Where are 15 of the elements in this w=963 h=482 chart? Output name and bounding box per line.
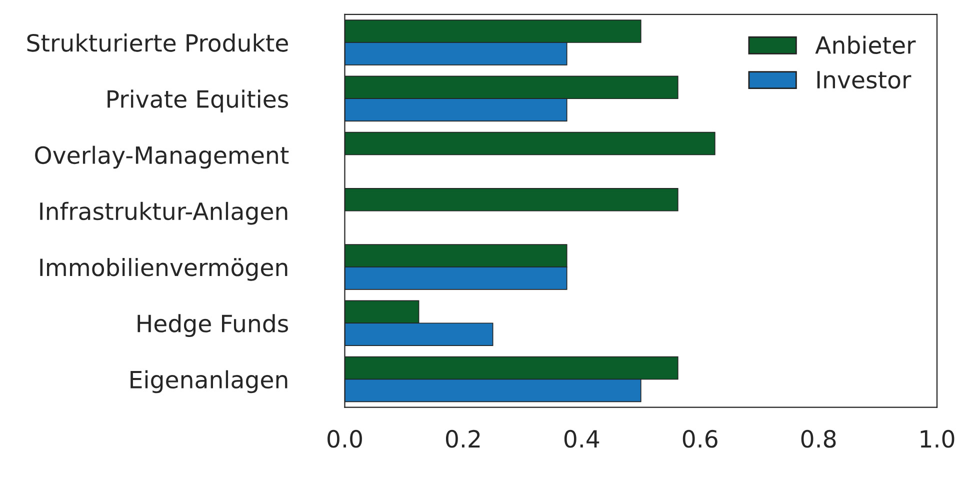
- x-tick-label: 1.0: [920, 430, 954, 448]
- y-tick-label: Eigenanlagen: [130, 370, 288, 394]
- x-tick-label: 0.2: [446, 430, 480, 448]
- y-tick-label: Infrastruktur-Anlagen: [40, 202, 288, 225]
- legend-label: Investor: [817, 71, 912, 89]
- x-tick-label: 0.0: [328, 430, 362, 448]
- y-tick-label: Hedge Funds: [138, 314, 288, 337]
- x-tick-label: 0.4: [564, 430, 600, 448]
- y-tick-label: Overlay-Management: [35, 146, 289, 169]
- y-tick-label: Immobilienvermögen: [40, 258, 288, 281]
- y-tick-label: Private Equities: [108, 90, 288, 113]
- legend-label: Anbieter: [815, 36, 916, 54]
- y-tick-label: Strukturierte Produkte: [27, 34, 288, 52]
- x-tick-label: 0.8: [801, 430, 836, 448]
- x-tick-label: 0.6: [682, 430, 718, 448]
